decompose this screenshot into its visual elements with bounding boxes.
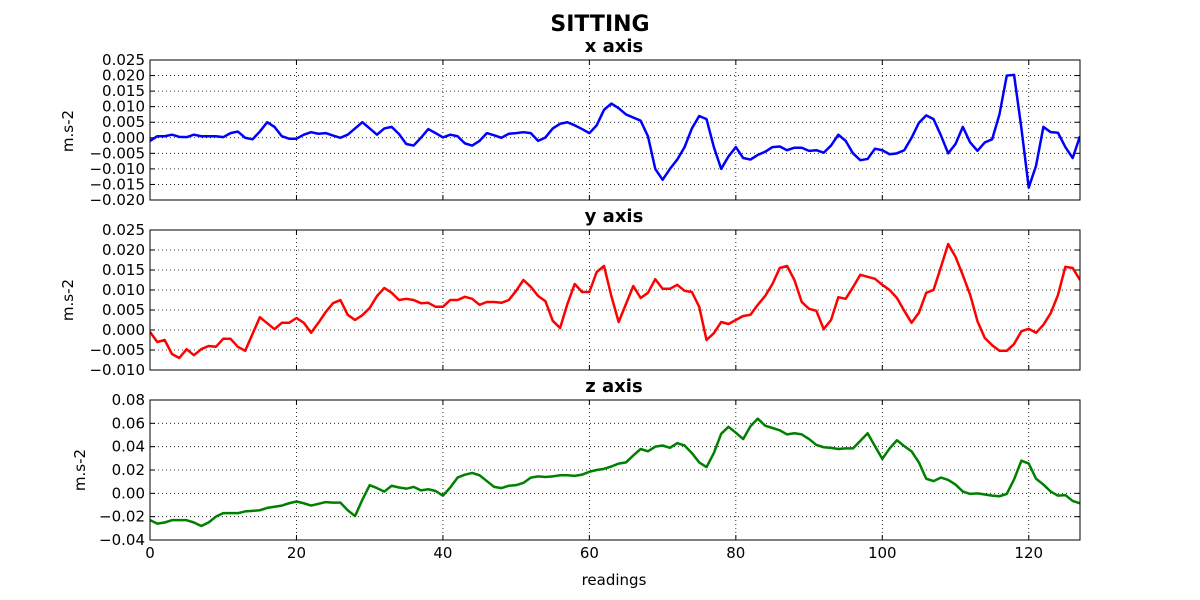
y-tick-label-x: 0.015 [102, 82, 145, 100]
y-axis-label-y: m.s-2 [59, 279, 77, 321]
series-line-y [150, 242, 1080, 360]
x-axis-label: readings [582, 571, 647, 589]
x-axis-panel: x axis m.s-2 −0.020−0.015−0.010−0.0050.0… [59, 36, 1081, 209]
y-tick-label-z: 0.02 [112, 461, 145, 479]
y-tick-label-y: −0.010 [89, 361, 145, 379]
y-tick-label-y: −0.005 [89, 341, 145, 359]
y-axis-panel: y axis m.s-2 −0.010 −0.005 0.000 0.005 0.010… [59, 206, 1081, 379]
plot-frame-y [149, 229, 1081, 371]
y-tick-label-z: 0.06 [112, 414, 145, 432]
y-tick-label-x: −0.005 [89, 144, 145, 162]
y-tick-label-z: 0.08 [112, 391, 145, 409]
plot-area-z: −0.04 −0.02 0.00 0.02 0.04 0.06 0.08 0 20 40 60 80 1… [99, 391, 1081, 562]
x-tick-label-z: 40 [433, 544, 452, 562]
x-tick-label-z: 20 [287, 544, 306, 562]
x-tick-label-z: 120 [1014, 544, 1043, 562]
y-tick-label-y: 0.015 [102, 261, 145, 279]
figure-title: SITTING [550, 12, 649, 37]
y-tick-label-y: 0.020 [102, 241, 145, 259]
plot-area-x: −0.020−0.015−0.010−0.0050.0000.0050.0100… [89, 51, 1081, 209]
y-tick-label-z: −0.04 [99, 531, 145, 549]
x-tick-label-z: 100 [868, 544, 897, 562]
y-axis-label-x: m.s-2 [59, 110, 77, 152]
y-tick-label-x: 0.020 [102, 67, 145, 85]
y-tick-label-x: −0.015 [89, 175, 145, 193]
y-tick-label-x: −0.010 [89, 160, 145, 178]
plot-frame-x [149, 59, 1081, 201]
panel-title-y: y axis [585, 206, 644, 227]
x-tick-label-z: 80 [726, 544, 745, 562]
plot-frame-z [149, 399, 1081, 541]
y-tick-label-z: 0.04 [112, 438, 145, 456]
y-tick-label-x: 0.010 [102, 98, 145, 116]
series-line-x [150, 73, 1080, 189]
y-tick-label-x: 0.005 [102, 113, 145, 131]
y-tick-label-x: 0.025 [102, 51, 145, 69]
y-tick-label-z: −0.02 [99, 508, 145, 526]
y-tick-label-y: 0.025 [102, 221, 145, 239]
plot-area-y: −0.010 −0.005 0.000 0.005 0.010 0.015 0.020 0.0… [89, 221, 1081, 379]
y-tick-label-y: 0.005 [102, 301, 145, 319]
z-axis-panel: z axis m.s-2 −0.04 −0.02 0.00 0.02 0.04 0.06 0… [71, 376, 1081, 562]
y-tick-label-y: 0.000 [102, 321, 145, 339]
y-axis-label-z: m.s-2 [71, 449, 89, 491]
panel-title-x: x axis [585, 36, 644, 57]
panel-title-z: z axis [585, 376, 642, 397]
y-tick-label-x: 0.000 [102, 129, 145, 147]
y-tick-label-z: 0.00 [112, 484, 145, 502]
x-tick-label-z: 0 [145, 544, 155, 562]
x-tick-label-z: 60 [580, 544, 599, 562]
y-tick-label-y: 0.010 [102, 281, 145, 299]
y-tick-label-x: −0.020 [89, 191, 145, 209]
series-line-z [150, 417, 1080, 528]
